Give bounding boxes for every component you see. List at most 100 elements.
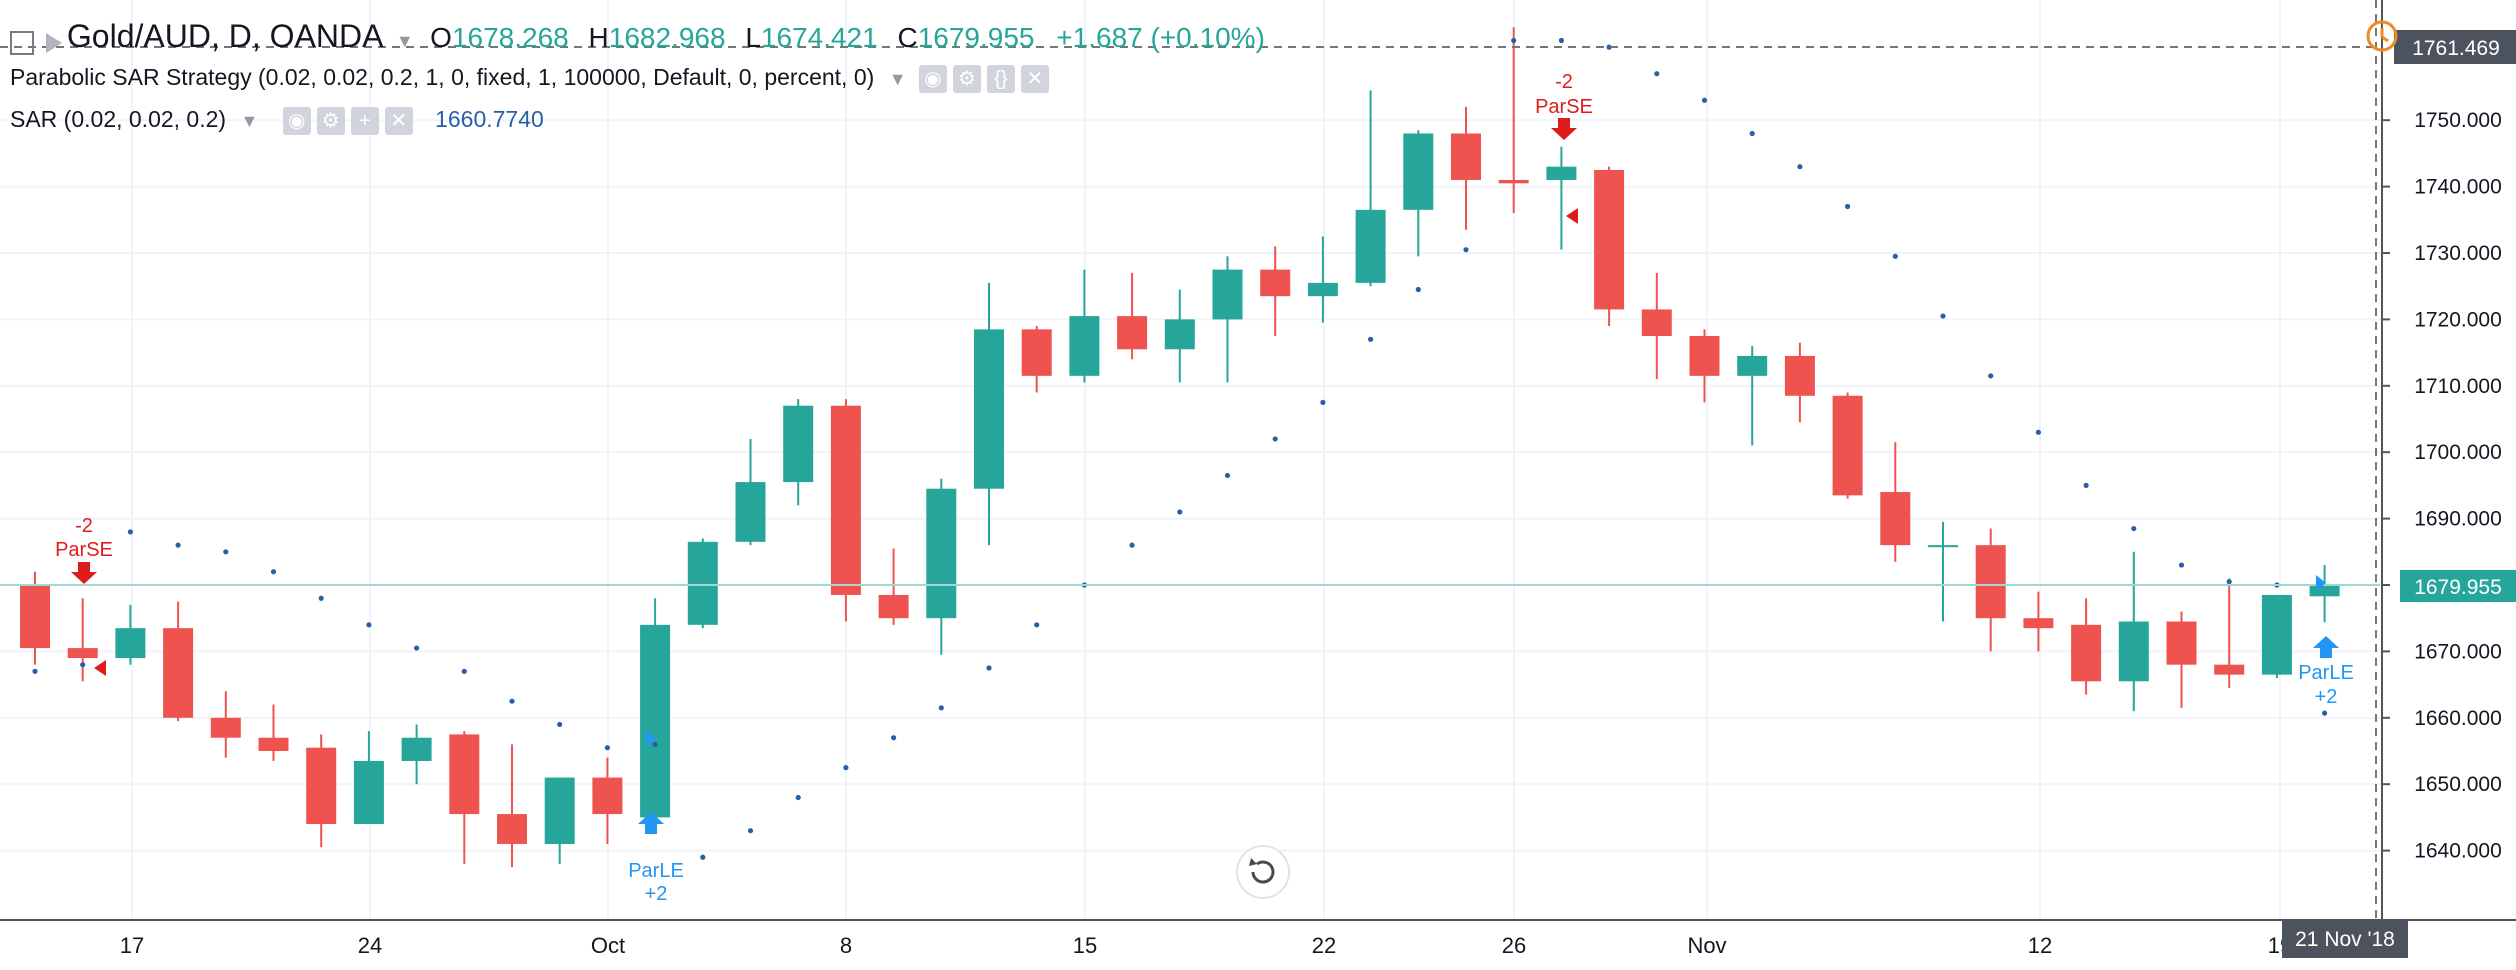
sell-signal-2: -2 ParSE	[1535, 71, 1593, 224]
price-tick-label: 1740.000	[2414, 176, 2502, 199]
sar-dot	[1034, 622, 1040, 628]
candle-body	[2071, 624, 2102, 682]
collapse-legend-icon[interactable]	[10, 30, 34, 55]
sar-dot	[414, 645, 420, 651]
sar-dot	[938, 705, 944, 711]
eye-icon[interactable]: ◉	[918, 64, 947, 93]
close-icon[interactable]: ✕	[1020, 64, 1049, 93]
candle-body	[2309, 585, 2340, 597]
close-value: 1679.955	[917, 22, 1035, 53]
gear-icon[interactable]: ⚙	[952, 64, 981, 93]
candle-body	[926, 488, 957, 619]
sar-dot	[700, 854, 706, 860]
candle-body	[2023, 618, 2054, 629]
candle-body	[258, 737, 289, 751]
alert-clock-icon[interactable]	[2366, 20, 2398, 52]
price-tick-label: 1640.000	[2414, 840, 2502, 863]
sar-dot	[461, 668, 467, 674]
sar-dot	[1320, 399, 1326, 405]
sar-dot	[747, 828, 754, 834]
candle-body	[1117, 316, 1148, 350]
close-label: C	[897, 22, 918, 53]
price-tick-label: 1720.000	[2414, 308, 2502, 331]
low-value: 1674.421	[760, 22, 878, 53]
sar-dot	[795, 794, 801, 801]
sar-dot	[1415, 286, 1421, 293]
sar-dot	[1797, 164, 1803, 170]
current-price-label: 1679.955	[2400, 570, 2516, 602]
sar-dot	[557, 721, 563, 728]
sar-gear-icon[interactable]: ⚙	[316, 106, 345, 135]
candle-body	[449, 734, 480, 815]
candle-body	[878, 594, 909, 619]
candle-body	[1546, 166, 1577, 180]
flag-icon[interactable]	[46, 32, 63, 53]
sar-close-icon[interactable]: ✕	[384, 106, 413, 135]
svg-text:ParLE: ParLE	[628, 860, 684, 882]
source-code-icon[interactable]: {}	[986, 64, 1015, 93]
svg-text:ParSE: ParSE	[55, 539, 113, 561]
candle-body	[1880, 492, 1911, 546]
crosshair-date-label: 21 Nov '18	[2282, 920, 2408, 958]
price-tick-label: 1730.000	[2414, 242, 2502, 265]
sar-dot	[366, 622, 372, 628]
candle-body	[115, 628, 146, 659]
candle-body	[497, 814, 527, 844]
candle-body	[2214, 664, 2245, 675]
svg-text:+2: +2	[645, 883, 668, 905]
candle-body	[974, 329, 1004, 489]
sar-dot	[1654, 71, 1660, 77]
candle-body	[1594, 170, 1625, 310]
candle-body	[1975, 545, 2006, 619]
sar-title[interactable]: SAR (0.02, 0.02, 0.2)	[10, 106, 227, 132]
candle-body	[2166, 621, 2197, 665]
candle-body	[163, 628, 194, 718]
candle-body	[1355, 209, 1386, 283]
candle-body	[1403, 133, 1434, 210]
sar-dot	[652, 741, 658, 747]
price-tick-label: 1650.000	[2414, 773, 2502, 796]
symbol-caret-icon[interactable]: ▼	[395, 31, 414, 51]
time-label-17: 17	[120, 933, 144, 958]
strategy-caret-icon[interactable]: ▼	[888, 69, 907, 89]
sar-add-icon[interactable]: +	[350, 106, 379, 135]
svg-text:ParSE: ParSE	[1535, 96, 1593, 118]
high-label: H	[588, 22, 609, 53]
sar-dot	[1701, 97, 1708, 103]
sar-value: 1660.7740	[435, 106, 544, 132]
reset-chart-button[interactable]	[1236, 845, 1290, 899]
ohlc-values: O1678.268 H1682.968 L1674.421 C1679.955 …	[418, 22, 1265, 53]
svg-text:21 Nov '18: 21 Nov '18	[2295, 928, 2395, 951]
symbol-title[interactable]: Gold/AUD, D, OANDA	[66, 18, 384, 54]
candle-body	[306, 747, 337, 825]
time-label-nov: Nov	[1687, 933, 1726, 958]
candle-body	[2261, 594, 2292, 675]
sar-dot	[2178, 562, 2185, 568]
svg-text:1761.469: 1761.469	[2412, 37, 2500, 60]
sar-dot	[1940, 313, 1946, 319]
strategy-title[interactable]: Parabolic SAR Strategy (0.02, 0.02, 0.2,…	[10, 64, 875, 90]
candle-body	[1928, 545, 1958, 548]
open-label: O	[430, 22, 452, 53]
candle-body	[1641, 309, 1672, 336]
candle-body	[1260, 269, 1291, 297]
sar-dots-layer	[32, 37, 2328, 860]
sar-dot	[1892, 253, 1898, 259]
svg-text:1679.955: 1679.955	[2414, 576, 2502, 599]
sar-dot	[2035, 429, 2041, 435]
price-axis[interactable]	[2382, 0, 2516, 920]
sar-dot	[2226, 579, 2232, 585]
sar-dot	[1129, 542, 1135, 548]
sar-dot	[1368, 336, 1374, 342]
time-label-22: 22	[1312, 933, 1336, 958]
sar-dot	[270, 569, 277, 575]
sar-dot	[509, 698, 515, 704]
sar-caret-icon[interactable]: ▼	[240, 111, 259, 131]
sar-dot	[127, 529, 133, 535]
svg-text:-2: -2	[75, 515, 93, 537]
sar-eye-icon[interactable]: ◉	[282, 106, 311, 135]
sar-dot	[2131, 525, 2137, 532]
sar-dot	[1749, 130, 1755, 137]
